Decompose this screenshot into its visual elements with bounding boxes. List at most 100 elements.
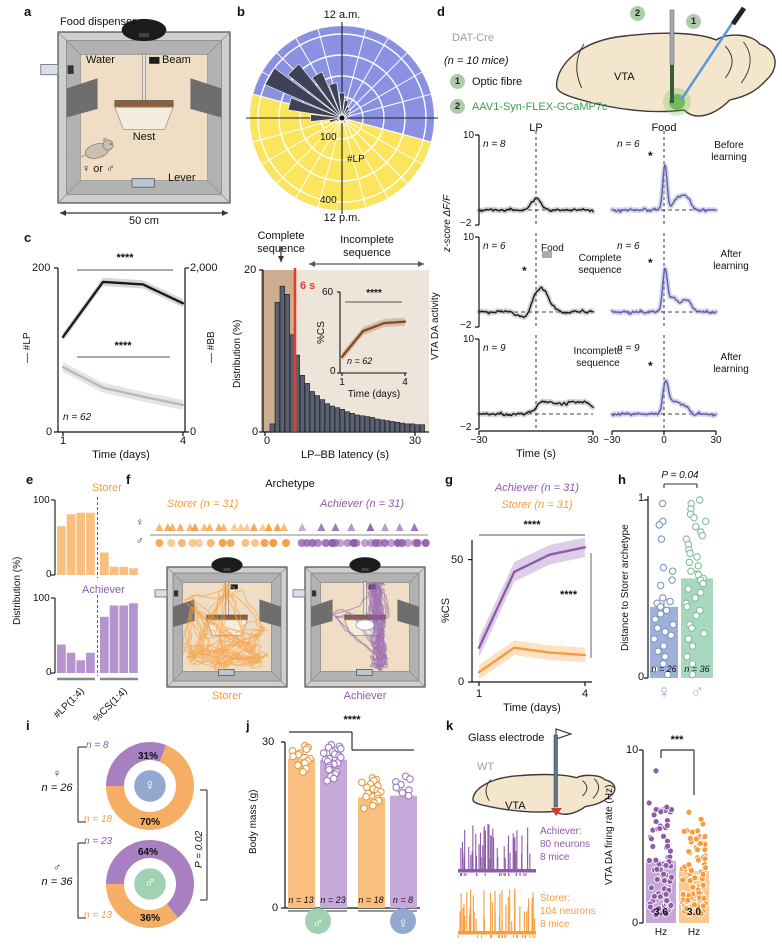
g-xlabel: Time (days) (503, 702, 561, 714)
panel-g-label: g (445, 472, 453, 487)
d-lp-event-label: LP (529, 122, 543, 134)
g-achiever-legend: Achiever (n = 31) (494, 482, 580, 494)
panel-j-label: j (246, 718, 250, 733)
d-n6-r1: n = 6 (617, 139, 640, 150)
c-inset-ymax: 60 (322, 287, 334, 298)
h-n-male: n = 36 (684, 664, 710, 674)
c-hist-ymax: 20 (244, 264, 257, 276)
d-y10-2: 10 (463, 232, 475, 243)
panel-k-ephys (457, 728, 710, 938)
f-title: Archetype (265, 478, 315, 490)
c-lp-axis: — #LP (22, 332, 33, 363)
panel-c-hist (259, 246, 429, 436)
c-inset-x1: 1 (339, 377, 345, 388)
panel-c-label: c (24, 230, 32, 245)
k-storer-1: Storer: (540, 893, 571, 904)
panel-g-cs (468, 534, 592, 686)
c-bb-axis: — #BB (206, 331, 217, 363)
c-hist-x30: 30 (408, 435, 422, 447)
g-sig-top: **** (523, 519, 541, 531)
g-y0: 0 (458, 676, 465, 688)
j-sig: **** (343, 714, 361, 726)
c-sig2: **** (114, 340, 132, 352)
mouse-illustration (67, 137, 114, 160)
h-male-symbol: ♂ (689, 682, 705, 703)
d-x0-r: 0 (661, 435, 667, 446)
j-n23: n = 23 (320, 895, 346, 905)
f-storer-caption: Storer (212, 690, 242, 702)
c-sixsec-label: 6 s (300, 280, 316, 292)
k-achiever-3: 8 mice (540, 852, 570, 863)
k-y10: 10 (626, 744, 639, 756)
c-inset-sig: **** (366, 288, 382, 299)
g-y50: 50 (451, 554, 464, 566)
c-hist-xlabel: LP–BB latency (s) (300, 449, 390, 461)
virus-label: AAV1-Syn-FLEX-GCaMP7c (472, 101, 608, 113)
f-storer-n: Storer (n = 31) (167, 498, 239, 510)
optic-fibre-badge: 1 (450, 74, 465, 89)
k-rate-achiever: 3.6 (654, 907, 668, 918)
d-ylab2: VTA DA activity (430, 292, 441, 360)
panel-e-label: e (26, 472, 34, 487)
k-rate-storer: 3.0 (687, 907, 701, 918)
midnight-label: 12 a.m. (323, 9, 361, 21)
panel-d-traces (475, 131, 719, 435)
k-y0: 0 (632, 917, 639, 929)
i-pct31: 31% (138, 751, 159, 762)
probe-1-badge: 1 (686, 14, 701, 29)
strain-label: DAT-Cre (452, 32, 494, 44)
c-ymin-left: 0 (46, 426, 53, 438)
d-star-l2: * (522, 264, 527, 278)
c-complete-label: Complete sequence (257, 230, 305, 255)
d-ym2-1: −2 (460, 218, 472, 229)
food-dispenser-label: Food dispenser (60, 16, 136, 28)
i-female-symbol: ♀ (52, 768, 62, 780)
d-star-r3: * (648, 359, 653, 373)
i-n23: n = 23 (84, 836, 113, 847)
c-hist-x0: 0 (263, 435, 271, 447)
nest-label: Nest (132, 131, 156, 143)
d-xm30-l: −30 (470, 435, 488, 446)
c-xlabel: Time (days) (92, 449, 150, 461)
d-y10-1: 10 (463, 130, 475, 141)
panel-c-lines (54, 267, 189, 436)
h-pvalue: P = 0.04 (661, 470, 699, 481)
lever-label: Lever (168, 172, 196, 184)
c-sig1: **** (116, 252, 134, 264)
panel-f-archetype (150, 523, 430, 688)
c-ymin-right: 0 (190, 426, 197, 438)
d-xlabel: Time (s) (516, 448, 556, 460)
panel-k-label: k (446, 718, 454, 733)
k-achiever-1: Achiever: (540, 826, 582, 837)
j-n18: n = 18 (358, 895, 384, 905)
k-ylabel: VTA DA firing rate (Hz) (604, 784, 615, 885)
j-male-symbol: ♂ (312, 915, 324, 932)
sex-label: ♀ or ♂ (82, 163, 115, 175)
f-achiever-n: Achiever (n = 31) (320, 498, 405, 510)
k-storer-2: 104 neurons (540, 906, 596, 917)
d-after1-label: After learning (713, 249, 749, 272)
k-vta-label: VTA (505, 800, 526, 812)
e-storer-title: Storer (92, 482, 122, 494)
water-label: Water (86, 54, 115, 66)
i-male-symbol: ♂ (52, 862, 62, 874)
d-n9-r3: n = 9 (617, 343, 640, 354)
panel-a-art (40, 18, 231, 216)
panel-b-label: b (237, 4, 245, 19)
panel-a-label: a (24, 4, 32, 19)
f-achiever-caption: Achiever (343, 690, 387, 702)
panel-d-schematic (555, 6, 776, 117)
c-incomplete-label: Incomplete sequence (340, 234, 394, 259)
panel-f-label: f (126, 472, 131, 487)
h-y1: 1 (638, 492, 645, 504)
j-n13: n = 13 (288, 895, 314, 905)
c-n-label: n = 62 (63, 412, 92, 423)
probe-2-badge: 2 (630, 6, 645, 21)
h-ylabel: Distance to Storer archetype (620, 524, 631, 651)
panel-i-label: i (26, 718, 30, 733)
g-sig-right: **** (560, 589, 578, 601)
k-achiever-2: 80 neurons (540, 839, 591, 850)
d-complete-label: Complete sequence (578, 253, 622, 276)
